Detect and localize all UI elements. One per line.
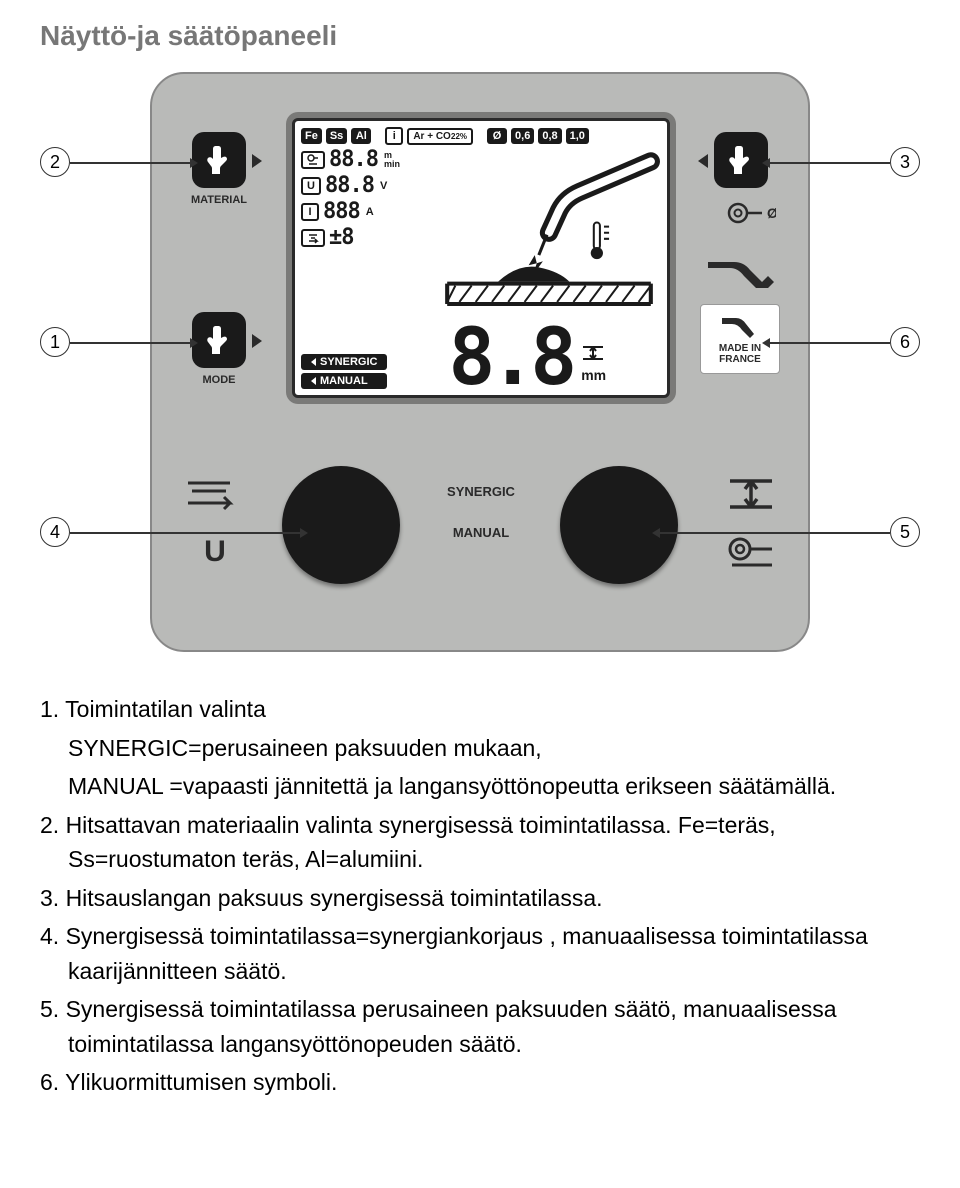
chip-fe: Fe <box>301 128 322 144</box>
legend-item-1b: SYNERGIC=perusaineen paksuuden mukaan, <box>40 731 920 766</box>
legend-item-3: 3. Hitsauslangan paksuus synergisessä to… <box>40 881 920 916</box>
chip-dia-10: 1,0 <box>566 128 589 144</box>
chip-info: i <box>385 127 403 145</box>
legend-item-1c: MANUAL =vapaasti jännitettä ja langansyö… <box>40 769 920 804</box>
lead-6 <box>770 342 890 344</box>
arrow-5 <box>652 528 660 538</box>
mode-label: MODE <box>196 374 242 386</box>
thickness-knob-icon <box>726 474 776 514</box>
voltage-knob-symbol: U <box>190 532 240 572</box>
material-button[interactable] <box>192 132 246 188</box>
lcd-display: Fe Ss Al i Ar + CO22% Ø 0,6 0,8 1,0 <box>292 118 670 398</box>
chip-gas: Ar + CO22% <box>407 128 473 145</box>
mode-tag-manual: MANUAL <box>301 373 387 389</box>
lead-1 <box>70 342 190 344</box>
material-label: MATERIAL <box>188 194 250 206</box>
voltage-value: 88.8 <box>325 175 374 197</box>
page-title: Näyttö-ja säätöpaneeli <box>40 20 920 52</box>
hand-icon <box>726 142 756 178</box>
lead-2 <box>70 162 190 164</box>
torch-icon <box>704 256 778 292</box>
manual-text: MANUAL <box>320 375 368 387</box>
chip-dia-08: 0,8 <box>538 128 561 144</box>
thickness-icon <box>581 341 605 365</box>
current-symbol: I <box>301 203 319 221</box>
legend-item-6: 6. Ylikuormittumisen symboli. <box>40 1065 920 1100</box>
wire-speed-icon <box>301 151 325 169</box>
synergic-text: SYNERGIC <box>320 356 377 368</box>
legend-item-1a: 1. Toimintatilan valinta <box>40 692 920 727</box>
wire-arrow-icon <box>698 154 708 168</box>
legend: 1. Toimintatilan valinta SYNERGIC=perusa… <box>40 692 920 1100</box>
voltage-symbol: U <box>301 177 321 195</box>
lcd-graphic <box>437 149 661 327</box>
arrow-1 <box>190 338 198 348</box>
callout-6: 6 <box>890 327 920 357</box>
legend-item-4: 4. Synergisessä toimintatilassa=synergia… <box>40 919 920 988</box>
right-knob[interactable] <box>560 466 678 584</box>
svg-text:Ø: Ø <box>767 205 776 221</box>
gas-label: Ar + CO <box>413 131 451 142</box>
material-arrow-icon <box>252 154 262 168</box>
thickness-value: 8.8 <box>448 327 571 389</box>
voltage-unit: V <box>380 180 387 192</box>
gas-sup: 2% <box>455 132 467 141</box>
legend-item-5: 5. Synergisessä toimintatilassa perusain… <box>40 992 920 1061</box>
chip-ss: Ss <box>326 128 347 144</box>
arrow-2 <box>190 158 198 168</box>
callout-3: 3 <box>890 147 920 177</box>
wire-speed-unit: m min <box>384 151 400 169</box>
torch-small-icon <box>720 314 760 340</box>
control-panel: MATERIAL MODE Ø <box>150 72 810 652</box>
wire-diameter-button[interactable] <box>714 132 768 188</box>
made-in-line1: MADE IN <box>719 343 761 354</box>
knob-label-synergic: SYNERGIC <box>426 484 536 499</box>
callout-4: 4 <box>40 517 70 547</box>
lcd-top-row: Fe Ss Al i Ar + CO22% Ø 0,6 0,8 1,0 <box>301 127 661 145</box>
callout-5: 5 <box>890 517 920 547</box>
left-knob[interactable] <box>282 466 400 584</box>
knobs-row: U SYNERGIC MANUAL <box>152 454 808 614</box>
legend-item-2: 2. Hitsattavan materiaalin valinta syner… <box>40 808 920 877</box>
mode-button[interactable] <box>192 312 246 368</box>
made-in-line2: FRANCE <box>719 354 761 365</box>
spool-diameter-icon: Ø <box>726 198 766 226</box>
adjust-icon <box>301 229 325 247</box>
wire-speed-knob-icon <box>726 532 776 572</box>
synergy-adjust-icon <box>184 474 234 514</box>
chip-dia-06: 0,6 <box>511 128 534 144</box>
wire-speed-value: 88.8 <box>329 149 378 171</box>
panel-diagram: 2 1 4 3 6 5 MATERIAL MODE <box>40 72 920 652</box>
lcd-readouts: 88.8 m min U 88.8 V I 888 A <box>301 149 431 327</box>
arrow-4 <box>300 528 308 538</box>
arrow-6 <box>762 338 770 348</box>
arrow-3 <box>762 158 770 168</box>
lcd-bottom-row: SYNERGIC MANUAL 8.8 mm <box>301 327 661 389</box>
adjust-value: ±8 <box>329 227 354 249</box>
mode-tag-synergic: SYNERGIC <box>301 354 387 370</box>
current-value: 888 <box>323 201 360 223</box>
hand-icon <box>204 142 234 178</box>
knob-label-manual: MANUAL <box>426 525 536 540</box>
mode-arrow-icon <box>252 334 262 348</box>
callout-2: 2 <box>40 147 70 177</box>
lead-5 <box>660 532 890 534</box>
current-unit: A <box>366 206 374 218</box>
chip-al: Al <box>351 128 371 144</box>
chip-diameter-symbol: Ø <box>487 128 507 144</box>
lead-4 <box>70 532 300 534</box>
hand-icon <box>204 322 234 358</box>
callout-1: 1 <box>40 327 70 357</box>
thickness-unit: mm <box>581 367 606 383</box>
lead-3 <box>770 162 890 164</box>
